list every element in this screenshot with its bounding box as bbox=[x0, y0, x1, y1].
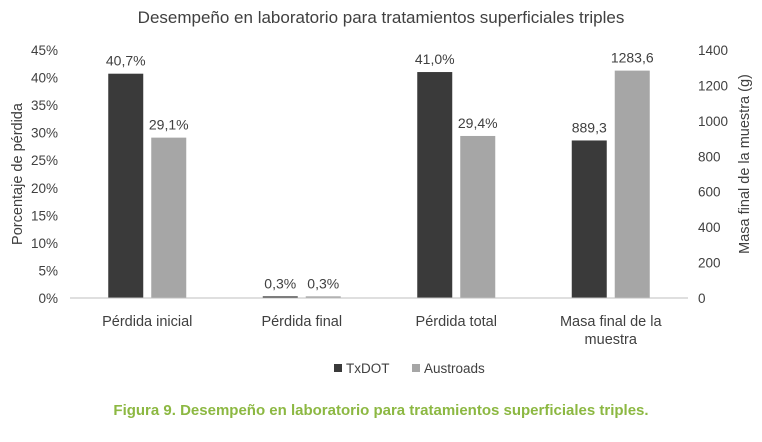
data-label: 29,1% bbox=[149, 117, 189, 133]
category-label: muestra bbox=[585, 332, 638, 348]
left-tick-label: 40% bbox=[31, 71, 58, 86]
right-y-axis: 0 200 400 600 800 1000 1200 1400 bbox=[698, 43, 728, 306]
left-tick-label: 20% bbox=[31, 181, 58, 196]
right-tick-label: 800 bbox=[698, 149, 721, 164]
data-label: 889,3 bbox=[572, 119, 607, 135]
left-tick-label: 0% bbox=[38, 291, 58, 306]
data-label: 40,7% bbox=[106, 53, 146, 69]
bar-txdot bbox=[108, 73, 144, 298]
chart-title: Desempeño en laboratorio para tratamient… bbox=[138, 8, 625, 27]
plot-area: 40,7% 29,1% 0,3% 0,3% 41,0% 29,4% 889,3 1283,6 bbox=[70, 50, 688, 299]
legend-label: TxDOT bbox=[346, 361, 390, 376]
left-tick-label: 45% bbox=[31, 43, 58, 58]
data-label: 29,4% bbox=[458, 115, 498, 131]
left-tick-label: 15% bbox=[31, 208, 58, 223]
bar-txdot bbox=[262, 296, 298, 298]
right-tick-label: 1000 bbox=[698, 114, 728, 129]
category-label: Masa final de la bbox=[560, 314, 662, 330]
right-tick-label: 1200 bbox=[698, 78, 728, 93]
chart: Desempeño en laboratorio para tratamient… bbox=[10, 8, 753, 376]
left-tick-label: 10% bbox=[31, 236, 58, 251]
legend-swatch bbox=[334, 364, 342, 372]
left-y-axis: 0% 5% 10% 15% 20% 25% 30% 35% 40% 45% bbox=[31, 43, 58, 306]
data-label: 1283,6 bbox=[611, 50, 654, 66]
right-tick-label: 600 bbox=[698, 185, 721, 200]
bar-austroads bbox=[460, 135, 496, 298]
bar-austroads bbox=[151, 137, 187, 298]
legend: TxDOT Austroads bbox=[334, 361, 485, 376]
right-tick-label: 1400 bbox=[698, 43, 728, 58]
x-axis: Pérdida inicial Pérdida final Pérdida tota… bbox=[102, 314, 662, 348]
category-label: Pérdida inicial bbox=[102, 314, 192, 330]
bar-austroads bbox=[305, 296, 341, 298]
left-tick-label: 35% bbox=[31, 98, 58, 113]
data-label: 0,3% bbox=[307, 275, 339, 291]
bar-austroads bbox=[614, 70, 650, 298]
data-label: 0,3% bbox=[264, 275, 296, 291]
right-tick-label: 0 bbox=[698, 291, 706, 306]
legend-swatch bbox=[412, 364, 420, 372]
data-label: 41,0% bbox=[415, 51, 455, 67]
category-label: Pérdida total bbox=[416, 314, 497, 330]
left-axis-title: Porcentaje de pérdida bbox=[10, 102, 26, 245]
left-tick-label: 25% bbox=[31, 153, 58, 168]
left-tick-label: 5% bbox=[38, 263, 58, 278]
right-tick-label: 400 bbox=[698, 220, 721, 235]
bar-txdot bbox=[417, 72, 453, 299]
legend-label: Austroads bbox=[424, 361, 485, 376]
right-tick-label: 200 bbox=[698, 256, 721, 271]
bar-txdot bbox=[571, 140, 607, 298]
left-tick-label: 30% bbox=[31, 126, 58, 141]
category-label: Pérdida final bbox=[261, 314, 342, 330]
right-axis-title: Masa final de la muestra (g) bbox=[737, 74, 753, 254]
figure-caption: Figura 9. Desempeño en laboratorio para … bbox=[113, 402, 649, 419]
